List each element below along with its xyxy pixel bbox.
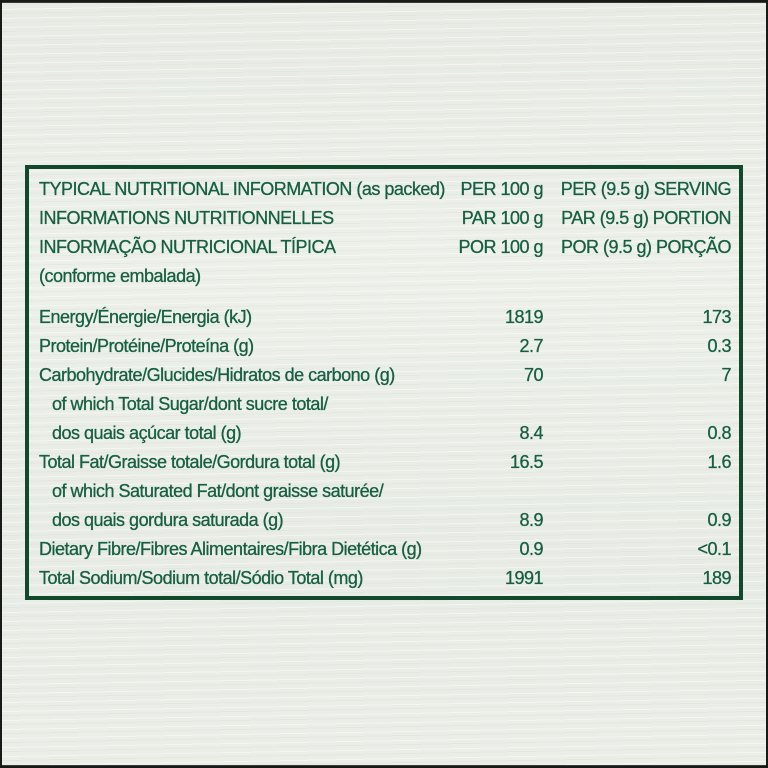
value-per-100g: 8.9 <box>519 510 543 530</box>
value-per-serving: <0.1 <box>697 539 731 559</box>
table-row-protein: Protein/Protéine/Proteína (g) 2.7 0.3 <box>39 332 732 361</box>
table-row-carbohydrate: Carbohydrate/Glucides/Hidratos de carbon… <box>39 361 732 390</box>
value-per-serving: 0.8 <box>707 423 731 443</box>
value-per-100g: 1991 <box>504 568 544 588</box>
nutrition-table: TYPICAL NUTRITIONAL INFORMATION (as pack… <box>25 165 743 600</box>
row-label: dos quais gordura saturada (g) <box>52 510 284 530</box>
value-per-serving: 7 <box>721 365 731 385</box>
header-serving-fr: PAR (9.5 g) PORTION <box>561 208 732 228</box>
value-per-100g: 8.4 <box>519 423 543 443</box>
value-per-serving: 173 <box>702 307 731 327</box>
row-label: Energy/Énergie/Energia (kJ) <box>39 307 252 327</box>
row-label: Total Sodium/Sodium total/Sódio Total (m… <box>39 568 364 588</box>
header-per100-fr: PAR 100 g <box>461 208 544 228</box>
header-body-divider-space <box>39 291 731 303</box>
value-per-100g: 2.7 <box>519 336 543 356</box>
table-row-sugar-line2: dos quais açúcar total (g) 8.4 0.8 <box>39 419 732 448</box>
header-title-en: TYPICAL NUTRITIONAL INFORMATION (as pack… <box>39 179 446 199</box>
row-label: Total Fat/Graisse totale/Gordura total (… <box>39 452 341 472</box>
header-title-pt: INFORMAÇÃO NUTRICIONAL TÍPICA <box>39 237 336 257</box>
row-label: Protein/Protéine/Proteína (g) <box>39 336 254 356</box>
value-per-serving: 189 <box>702 568 731 588</box>
header-per100-en: PER 100 g <box>460 179 543 199</box>
value-per-100g: 70 <box>523 365 544 385</box>
header-row-fr: INFORMATIONS NUTRITIONNELLES PAR 100 g P… <box>39 204 732 233</box>
header-row-note: (conforme embalada) <box>39 262 731 291</box>
table-row-energy: Energy/Énergie/Energia (kJ) 1819 173 <box>39 303 732 332</box>
header-serving-en: PER (9.5 g) SERVING <box>560 179 732 199</box>
table-row-saturated-fat-line2: dos quais gordura saturada (g) 8.9 0.9 <box>39 506 732 535</box>
row-label: Dietary Fibre/Fibres Alimentaires/Fibra … <box>39 539 422 559</box>
row-label: of which Saturated Fat/dont graisse satu… <box>52 481 384 501</box>
header-row-en: TYPICAL NUTRITIONAL INFORMATION (as pack… <box>39 175 732 204</box>
header-serving-pt: POR (9.5 g) PORÇÃO <box>560 237 732 257</box>
value-per-100g: 0.9 <box>519 539 543 559</box>
header-note: (conforme embalada) <box>39 266 201 286</box>
header-row-pt: INFORMAÇÃO NUTRICIONAL TÍPICA POR 100 g … <box>39 233 732 262</box>
value-per-serving: 0.9 <box>707 510 731 530</box>
row-label: of which Total Sugar/dont sucre total/ <box>52 394 329 414</box>
table-row-total-fat: Total Fat/Graisse totale/Gordura total (… <box>39 448 732 477</box>
value-per-100g: 1819 <box>504 307 544 327</box>
header-title-fr: INFORMATIONS NUTRITIONNELLES <box>39 208 335 228</box>
table-row-dietary-fibre: Dietary Fibre/Fibres Alimentaires/Fibra … <box>39 535 732 564</box>
row-label: dos quais açúcar total (g) <box>52 423 242 443</box>
table-row-saturated-fat-line1: of which Saturated Fat/dont graisse satu… <box>39 477 731 506</box>
value-per-100g: 16.5 <box>509 452 544 472</box>
value-per-serving: 1.6 <box>707 452 731 472</box>
table-row-sodium: Total Sodium/Sodium total/Sódio Total (m… <box>39 564 732 593</box>
row-label: Carbohydrate/Glucides/Hidratos de carbon… <box>39 365 396 385</box>
table-row-sugar-line1: of which Total Sugar/dont sucre total/ <box>39 390 731 419</box>
header-per100-pt: POR 100 g <box>458 237 543 257</box>
value-per-serving: 0.3 <box>707 336 731 356</box>
